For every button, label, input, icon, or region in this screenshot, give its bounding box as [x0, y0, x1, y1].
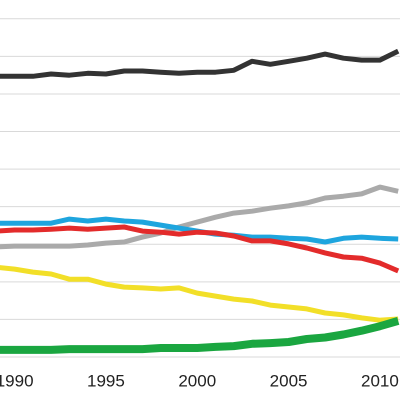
x-tick-label: 1990: [0, 371, 34, 390]
x-tick-label: 2000: [178, 371, 216, 390]
x-tick-label: 1995: [87, 371, 125, 390]
x-tick-label: 2005: [270, 371, 308, 390]
grid: [0, 18, 400, 358]
series-line: [0, 48, 400, 79]
x-tick-label: 2010: [361, 371, 399, 390]
series-line: [0, 265, 399, 323]
lines: [0, 48, 400, 354]
series-line: [0, 317, 400, 354]
series-line: [0, 184, 399, 250]
series-line: [0, 224, 400, 274]
x-axis: 1990 1995 2000 2005 2010: [0, 371, 399, 390]
